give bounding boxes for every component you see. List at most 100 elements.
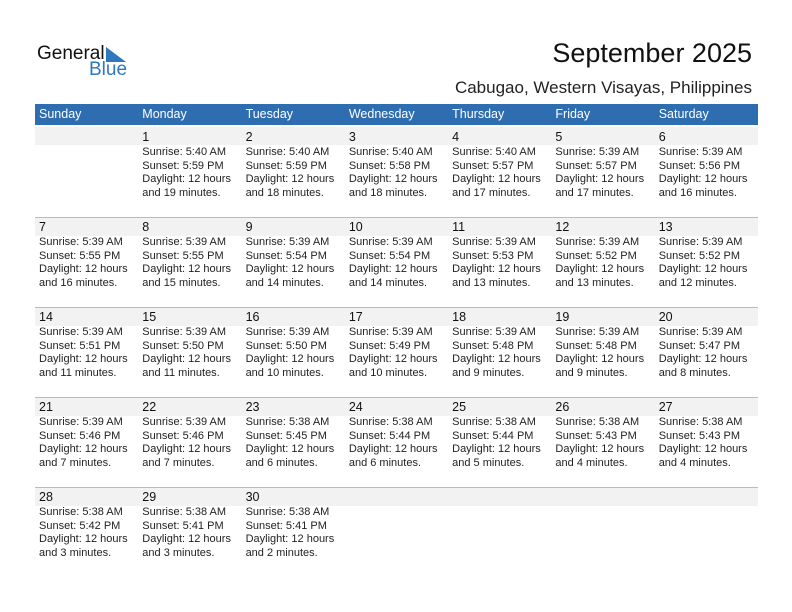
daylight-text: Daylight: 12 hours [142, 443, 231, 455]
sunrise-text: Sunrise: 5:40 AM [245, 146, 330, 158]
day-cell: 23 Sunrise: 5:38 AM Sunset: 5:45 PM Dayligh… [242, 395, 345, 470]
calendar-grid: Sunday Monday Tuesday Wednesday Thursday Frid… [35, 104, 758, 575]
daylight-minutes-text: and 10 minutes. [348, 366, 428, 379]
day-cell: 29 Sunrise: 5:38 AM Sunset: 5:41 PM Dayligh… [138, 485, 241, 560]
daylight-text: Daylight: 12 hours [658, 173, 748, 185]
sunset-text: Sunset: 5:48 PM [555, 339, 637, 352]
week-row: 28 Sunrise: 5:38 AM Sunset: 5:42 PM Dayligh… [35, 485, 758, 575]
day-cell: 4 Sunrise: 5:40 AM Sunset: 5:57 PM Daylight… [448, 125, 551, 200]
day-number: 5 [555, 130, 563, 144]
day-number: 8 [142, 220, 150, 234]
day-cell: 18 Sunrise: 5:39 AM Sunset: 5:48 PM Dayligh… [448, 305, 551, 380]
sunset-text: Sunset: 5:59 PM [142, 159, 224, 172]
day-cell: 13 Sunrise: 5:39 AM Sunset: 5:52 PM Dayligh… [655, 215, 758, 290]
logo-triangle-icon [106, 47, 126, 62]
daylight-text: Daylight: 12 hours [142, 263, 231, 275]
day-cell: 19 Sunrise: 5:39 AM Sunset: 5:48 PM Dayligh… [551, 305, 654, 380]
daylight-text: Daylight: 12 hours [245, 263, 335, 275]
logo-text-general: General [37, 43, 105, 64]
daylight-text: Daylight: 12 hours [39, 353, 128, 365]
weekday-friday: Friday [555, 107, 591, 121]
day-cell: 30 Sunrise: 5:38 AM Sunset: 5:41 PM Dayligh… [242, 485, 345, 560]
day-number: 25 [452, 400, 467, 414]
daylight-text: Daylight: 12 hours [39, 263, 128, 275]
day-cell: 21 Sunrise: 5:39 AM Sunset: 5:46 PM Dayligh… [35, 395, 138, 470]
daylight-minutes-text: and 7 minutes. [39, 456, 112, 469]
daylight-minutes-text: and 6 minutes. [245, 456, 318, 469]
daylight-text: Daylight: 12 hours [555, 353, 645, 365]
sunrise-text: Sunrise: 5:40 AM [142, 146, 227, 158]
daylight-minutes-text: and 5 minutes. [452, 456, 525, 469]
daylight-text: Daylight: 12 hours [245, 353, 335, 365]
sunrise-text: Sunrise: 5:39 AM [245, 236, 330, 248]
day-number: 9 [245, 220, 253, 234]
daylight-text: Daylight: 12 hours [39, 443, 128, 455]
daylight-text: Daylight: 12 hours [658, 353, 748, 365]
sunrise-text: Sunrise: 5:38 AM [555, 416, 640, 428]
day-cell: 5 Sunrise: 5:39 AM Sunset: 5:57 PM Daylight… [551, 125, 654, 200]
weekday-header: Sunday Monday Tuesday Wednesday Thursday Frid… [35, 104, 758, 125]
sunset-text: Sunset: 5:44 PM [348, 429, 431, 442]
sunrise-text: Sunrise: 5:39 AM [555, 236, 640, 248]
day-number: 13 [658, 220, 673, 234]
sunrise-text: Sunrise: 5:38 AM [245, 416, 330, 428]
location-subtitle: Cabugao, Western Visayas, Philippines [454, 78, 752, 97]
daylight-text: Daylight: 12 hours [452, 353, 541, 365]
sunset-text: Sunset: 5:43 PM [658, 429, 741, 442]
sunset-text: Sunset: 5:46 PM [39, 429, 121, 442]
sunrise-text: Sunrise: 5:38 AM [39, 506, 123, 518]
day-cell: 2 Sunrise: 5:40 AM Sunset: 5:59 PM Daylight… [242, 125, 345, 200]
day-number: 27 [658, 400, 673, 414]
daylight-minutes-text: and 14 minutes. [245, 276, 324, 289]
day-cell: 14 Sunrise: 5:39 AM Sunset: 5:51 PM Dayligh… [35, 305, 138, 380]
day-number: 12 [555, 220, 570, 234]
sunrise-text: Sunrise: 5:38 AM [142, 506, 227, 518]
sunset-text: Sunset: 5:41 PM [142, 519, 224, 532]
day-number: 19 [555, 310, 570, 324]
day-number: 21 [39, 400, 53, 414]
sunrise-text: Sunrise: 5:40 AM [348, 146, 433, 158]
day-cell: 3 Sunrise: 5:40 AM Sunset: 5:58 PM Daylight… [345, 125, 448, 200]
day-number: 10 [348, 220, 363, 234]
day-number: 20 [658, 310, 673, 324]
day-number: 18 [452, 310, 467, 324]
day-cell: 9 Sunrise: 5:39 AM Sunset: 5:54 PM Daylight… [242, 215, 345, 290]
daylight-minutes-text: and 17 minutes. [452, 186, 531, 199]
sunset-text: Sunset: 5:52 PM [555, 249, 637, 262]
daylight-minutes-text: and 10 minutes. [245, 366, 324, 379]
sunrise-text: Sunrise: 5:39 AM [452, 326, 536, 338]
daylight-text: Daylight: 12 hours [348, 263, 438, 275]
daylight-text: Daylight: 12 hours [348, 443, 438, 455]
daylight-minutes-text: and 12 minutes. [658, 276, 737, 289]
daylight-minutes-text: and 8 minutes. [658, 366, 731, 379]
sunrise-text: Sunrise: 5:39 AM [555, 146, 640, 158]
daylight-minutes-text: and 19 minutes. [142, 186, 221, 199]
daylight-minutes-text: and 17 minutes. [555, 186, 634, 199]
daylight-minutes-text: and 2 minutes. [245, 546, 318, 559]
logo-text-blue: Blue [89, 59, 128, 80]
day-cell: 20 Sunrise: 5:39 AM Sunset: 5:47 PM Dayligh… [655, 305, 758, 380]
daylight-minutes-text: and 11 minutes. [142, 366, 220, 379]
week-row: 21 Sunrise: 5:39 AM Sunset: 5:46 PM Dayligh… [35, 395, 758, 485]
sunset-text: Sunset: 5:59 PM [245, 159, 327, 172]
day-number: 28 [39, 490, 53, 504]
day-cell: 1 Sunrise: 5:40 AM Sunset: 5:59 PM Daylight… [138, 125, 241, 200]
sunset-text: Sunset: 5:42 PM [39, 519, 121, 532]
sunrise-text: Sunrise: 5:39 AM [142, 416, 227, 428]
day-cell: 15 Sunrise: 5:39 AM Sunset: 5:50 PM Dayligh… [138, 305, 241, 380]
daylight-text: Daylight: 12 hours [39, 533, 128, 545]
sunrise-text: Sunrise: 5:38 AM [658, 416, 743, 428]
sunset-text: Sunset: 5:43 PM [555, 429, 637, 442]
day-cell: 28 Sunrise: 5:38 AM Sunset: 5:42 PM Dayligh… [35, 485, 138, 560]
logo: General Blue [37, 43, 137, 83]
sunset-text: Sunset: 5:55 PM [39, 249, 121, 262]
day-number: 11 [452, 220, 466, 234]
sunset-text: Sunset: 5:48 PM [452, 339, 534, 352]
daylight-minutes-text: and 15 minutes. [142, 276, 221, 289]
daylight-text: Daylight: 12 hours [142, 533, 231, 545]
daylight-minutes-text: and 7 minutes. [142, 456, 215, 469]
sunset-text: Sunset: 5:57 PM [452, 159, 534, 172]
day-cell: 6 Sunrise: 5:39 AM Sunset: 5:56 PM Daylight… [655, 125, 758, 200]
day-number: 1 [142, 130, 150, 144]
